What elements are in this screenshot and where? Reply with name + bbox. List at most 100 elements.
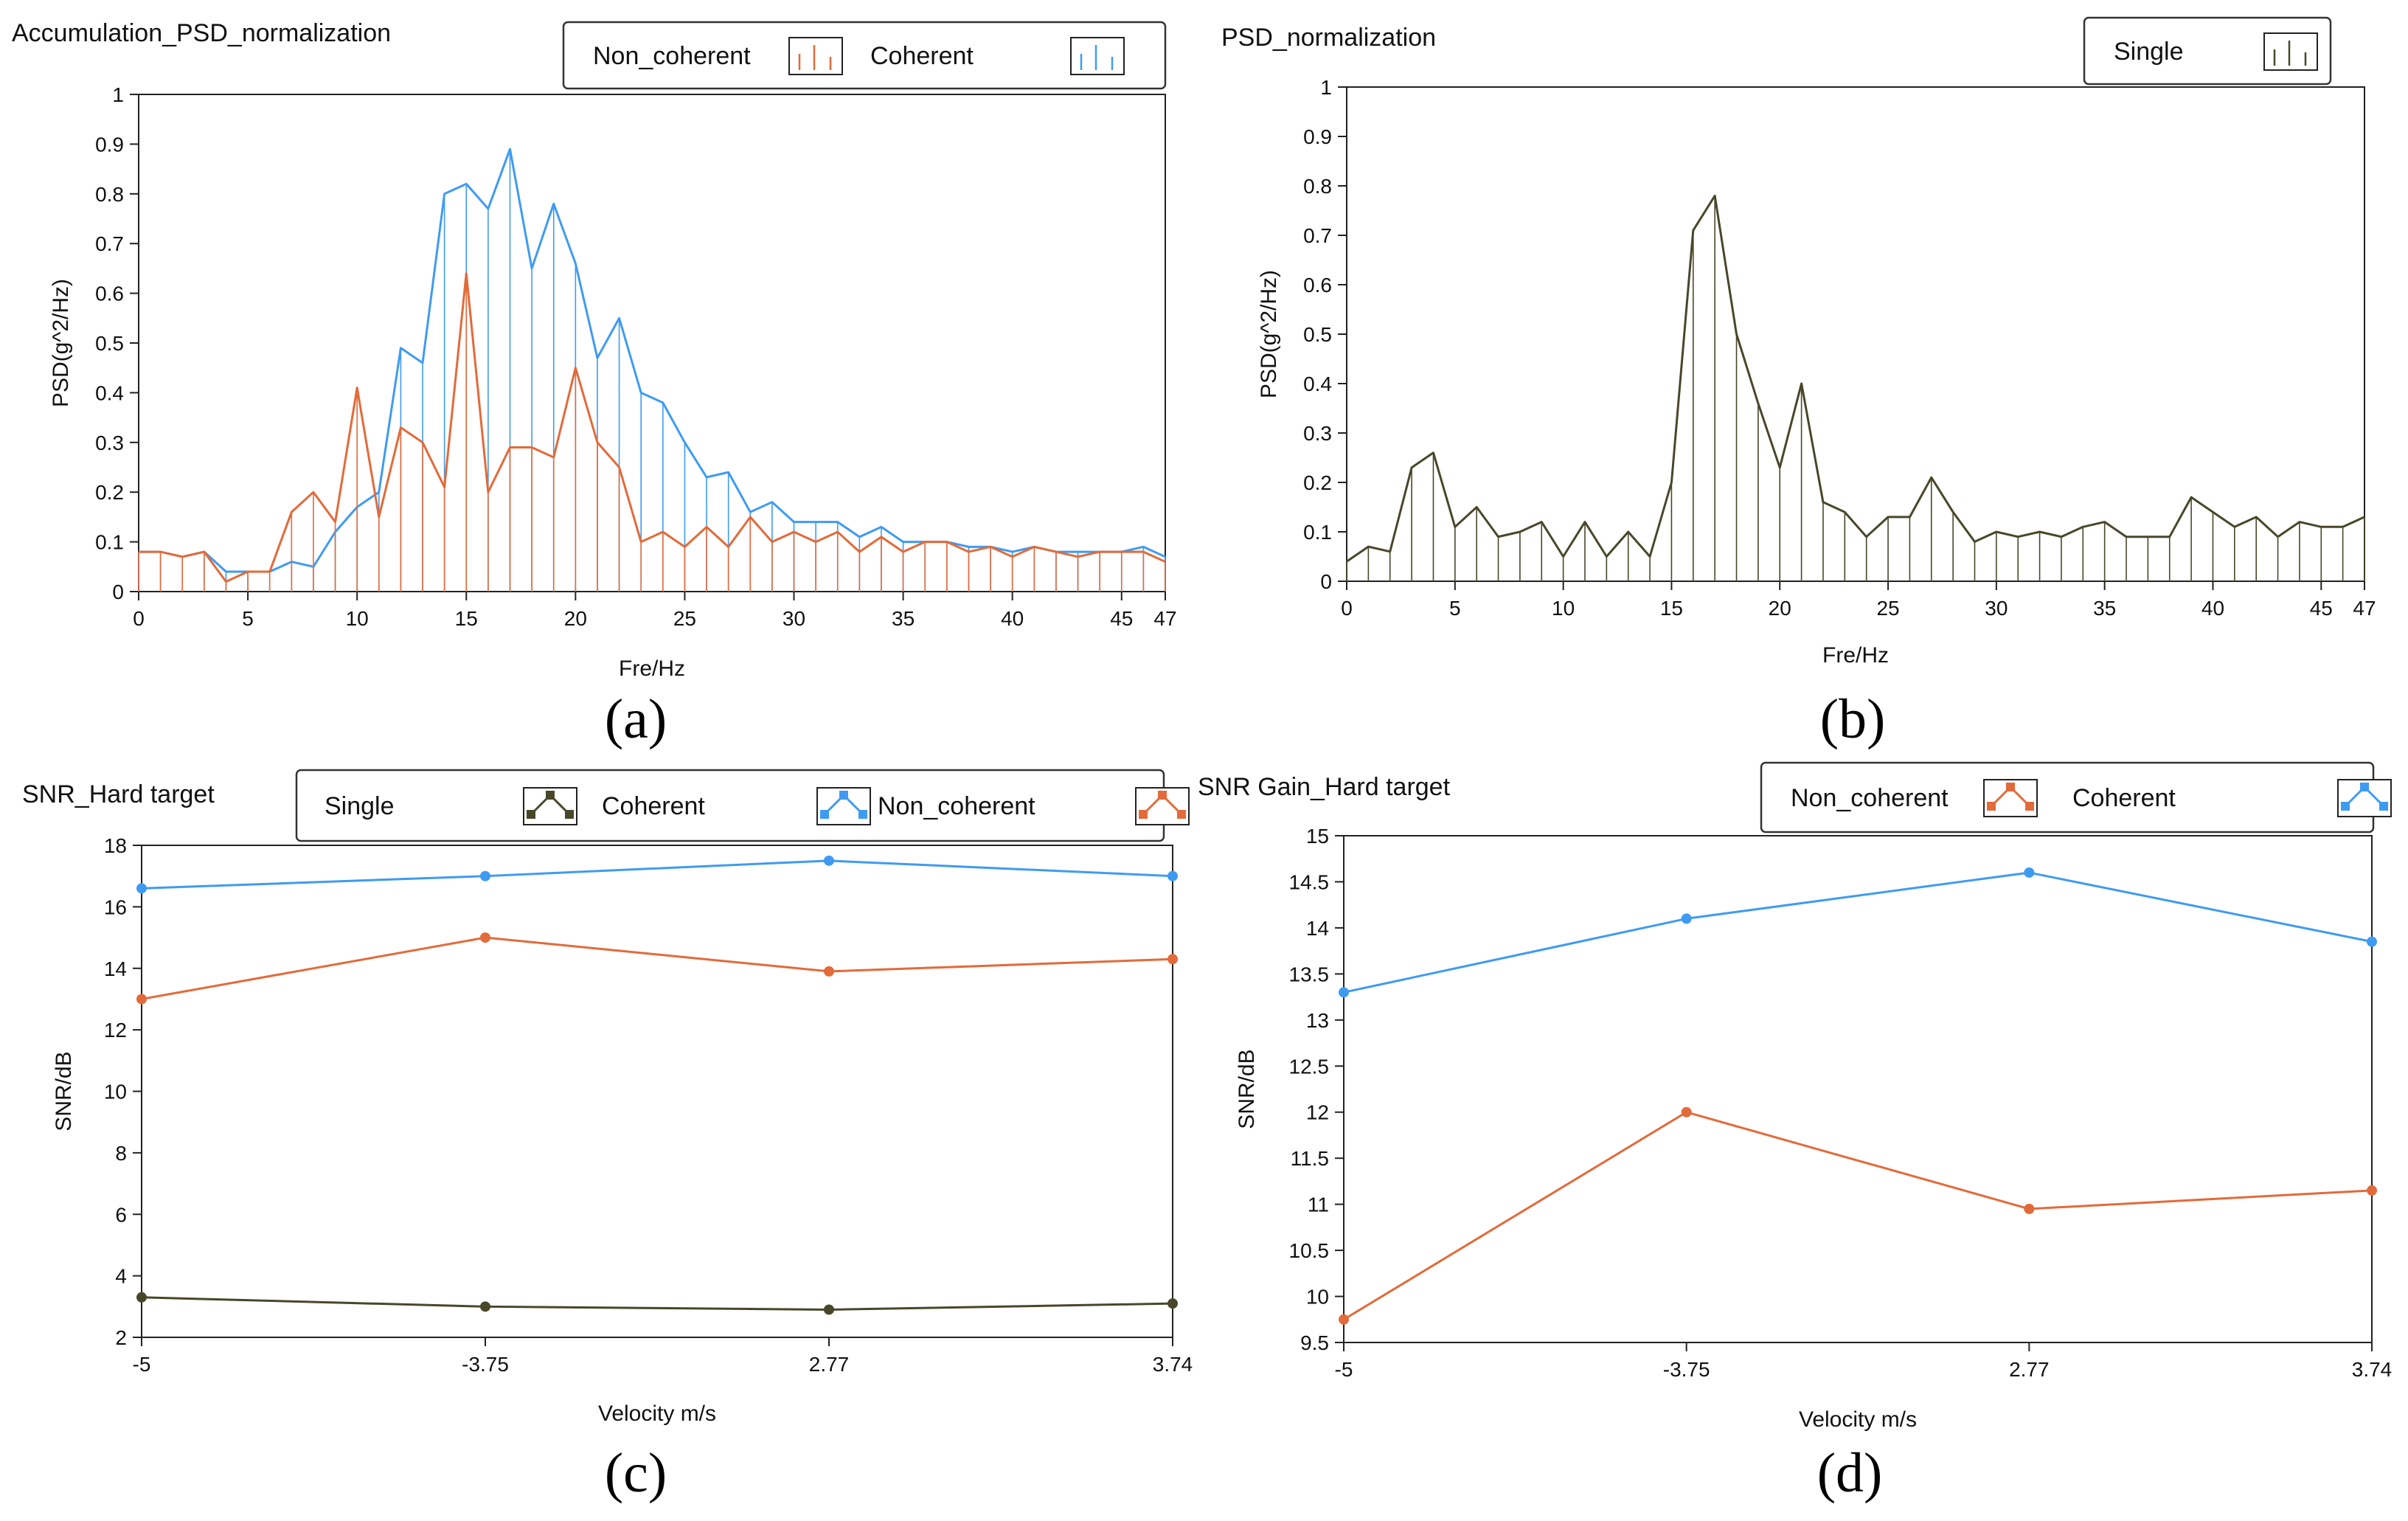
x-tick-label: -3.75 xyxy=(462,1353,509,1376)
y-tick-label: 0.8 xyxy=(95,183,124,206)
legend: Single Coherent Non_coherent xyxy=(295,769,1190,842)
y-tick-label: 10 xyxy=(104,1081,127,1103)
data-point xyxy=(824,1304,834,1315)
legend-label: Non_coherent xyxy=(878,792,1035,820)
series-coherent xyxy=(136,855,1178,894)
legend-marker xyxy=(2025,802,2034,811)
series-single xyxy=(136,1292,1178,1315)
y-tick-label: 10.5 xyxy=(1289,1239,1330,1262)
y-tick-label: 0.9 xyxy=(95,133,124,156)
x-axis-label: Velocity m/s xyxy=(1799,1407,1917,1432)
data-point xyxy=(2367,936,2377,947)
data-point xyxy=(136,1292,147,1303)
data-point xyxy=(1167,954,1178,965)
legend-marker xyxy=(527,810,535,819)
y-tick-label: 0.1 xyxy=(95,531,124,554)
data-point xyxy=(1167,870,1178,881)
y-axis-label: PSD(g^2/Hz) xyxy=(49,279,73,407)
legend-marker xyxy=(2360,783,2369,791)
y-tick-label: 13.5 xyxy=(1289,963,1330,985)
y-tick-label: 4 xyxy=(115,1265,127,1288)
x-tick-label: -5 xyxy=(133,1353,151,1376)
x-tick-label: 0 xyxy=(1341,597,1353,620)
legend-label: Non_coherent xyxy=(1791,784,1949,812)
x-tick-label: 15 xyxy=(1660,597,1683,620)
x-tick-label: 10 xyxy=(1552,597,1575,620)
x-tick-label: 35 xyxy=(2093,597,2116,620)
legend-swatch-frame xyxy=(788,37,843,75)
legend-label: Coherent xyxy=(602,792,705,820)
chart-c: SNR_Hard target 2 4 6 8 10 12 14 16 18 -5 -3.75 2.77… xyxy=(22,769,1193,1504)
x-tick-label: 15 xyxy=(455,607,478,630)
line-marker-icon xyxy=(816,787,871,825)
y-axis-label: PSD(g^2/Hz) xyxy=(1257,270,1281,398)
chart-title: SNR_Hard target xyxy=(22,780,215,808)
y-tick-label: 9.5 xyxy=(1300,1331,1329,1354)
legend: Single xyxy=(2083,16,2332,86)
data-point xyxy=(824,855,834,866)
series-non-coherent xyxy=(138,272,1166,592)
series-coherent xyxy=(138,148,1166,592)
y-tick-label: 0.1 xyxy=(1303,521,1332,544)
y-tick-label: 14 xyxy=(104,957,127,980)
y-tick-label: 0.8 xyxy=(1303,175,1332,198)
x-axis-label: Fre/Hz xyxy=(1822,643,1889,668)
legend-label: Single xyxy=(2114,38,2184,66)
x-tick-label: 45 xyxy=(1110,607,1133,630)
y-tick-label: 14.5 xyxy=(1289,870,1330,893)
series-line xyxy=(139,272,1166,583)
plot-frame xyxy=(1346,86,2365,582)
legend-marker xyxy=(2006,783,2015,791)
x-tick-label: 25 xyxy=(673,607,696,630)
y-tick-label: 10 xyxy=(1306,1286,1329,1309)
x-tick-label: 2.77 xyxy=(809,1353,850,1376)
y-tick-label: 0.3 xyxy=(1303,422,1332,445)
legend-label: Coherent xyxy=(2072,784,2176,812)
plot-frame xyxy=(141,845,1173,1338)
x-tick-label: 20 xyxy=(564,607,587,630)
y-tick-label: 12 xyxy=(104,1019,127,1042)
figure-caption: (b) xyxy=(1820,688,1886,750)
legend: Non_coherent Coherent xyxy=(1760,761,2392,834)
y-tick-label: 0.2 xyxy=(1303,471,1332,494)
y-tick-label: 0.5 xyxy=(95,332,124,355)
y-tick-label: 0 xyxy=(112,581,124,603)
x-tick-label: -5 xyxy=(1335,1358,1353,1381)
data-point xyxy=(136,883,147,894)
legend-marker xyxy=(2341,802,2350,811)
series-non-coherent xyxy=(136,932,1178,1005)
data-point xyxy=(1339,987,1349,998)
x-axis-label: Velocity m/s xyxy=(598,1402,716,1426)
legend-swatch-frame xyxy=(1070,37,1125,75)
x-tick-label: 5 xyxy=(242,607,254,630)
legend-label: Non_coherent xyxy=(593,42,751,70)
series-line xyxy=(1343,871,2373,994)
stem-plot-icon xyxy=(788,37,843,75)
legend-marker xyxy=(1139,810,1148,819)
x-tick-label: 47 xyxy=(2353,597,2376,620)
chart-d: SNR Gain_Hard target 9.5 10 10.5 11 11.5 12 12.… xyxy=(1198,761,2392,1504)
y-tick-label: 2 xyxy=(115,1326,127,1349)
series-line xyxy=(1346,194,2365,563)
data-point xyxy=(480,870,490,881)
y-tick-label: 0.7 xyxy=(95,232,124,255)
y-tick-label: 0.5 xyxy=(1303,323,1332,346)
legend-marker xyxy=(1177,810,1186,819)
data-point xyxy=(1681,1106,1692,1118)
series-coherent xyxy=(1339,867,2377,998)
y-tick-label: 0.2 xyxy=(95,481,124,504)
legend-marker xyxy=(565,810,574,819)
data-point xyxy=(480,1301,490,1312)
y-axis-label: SNR/dB xyxy=(52,1051,76,1131)
chart-title: Accumulation_PSD_normalization xyxy=(12,19,391,47)
plot-frame xyxy=(1343,835,2373,1343)
y-tick-label: 18 xyxy=(104,834,127,857)
series-line xyxy=(139,148,1166,573)
stem-plot-icon xyxy=(1070,37,1125,75)
data-point xyxy=(136,994,147,1005)
y-tick-label: 15 xyxy=(1306,825,1329,848)
y-tick-label: 0.9 xyxy=(1303,125,1332,148)
figure-caption: (d) xyxy=(1817,1442,1883,1504)
y-tick-label: 0.6 xyxy=(1303,274,1332,297)
y-tick-label: 14 xyxy=(1306,917,1329,940)
